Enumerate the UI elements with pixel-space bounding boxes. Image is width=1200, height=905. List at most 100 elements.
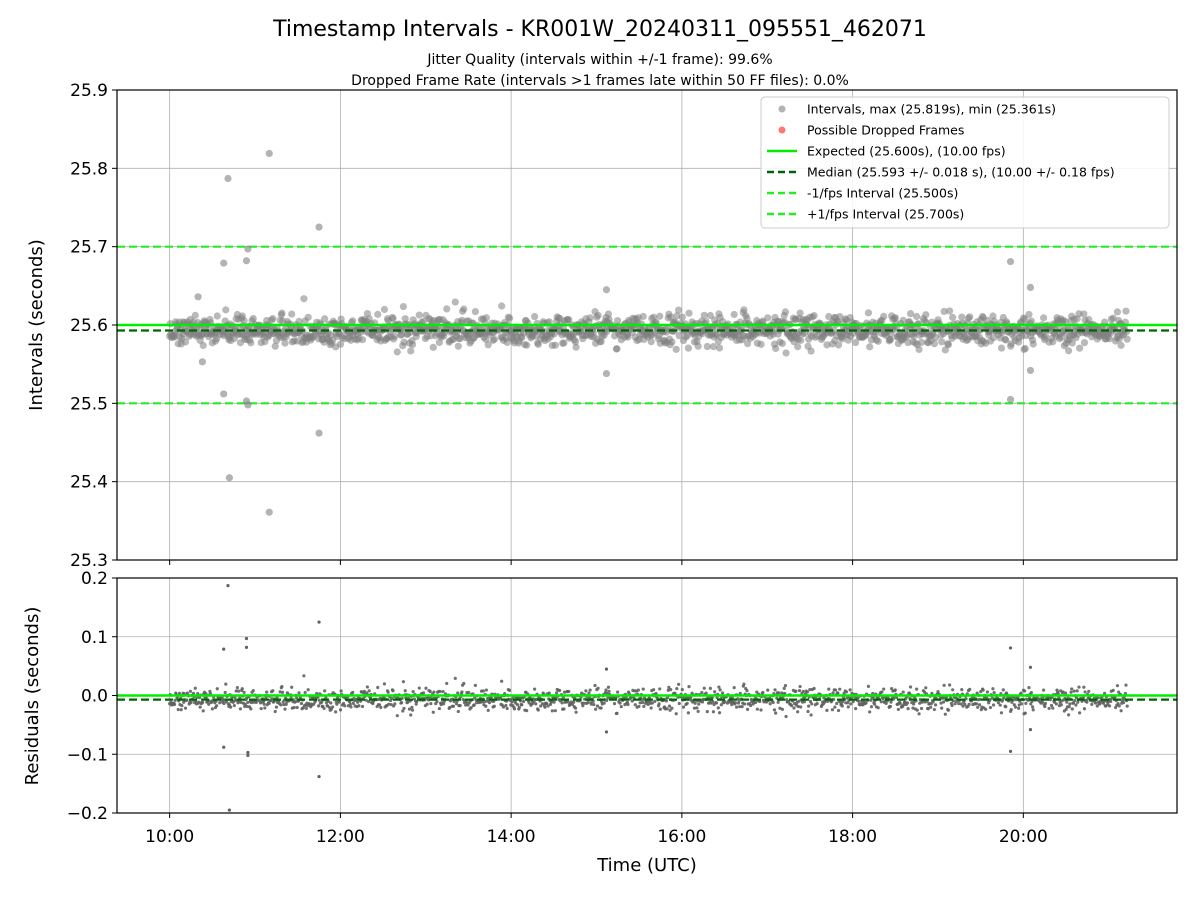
residual-point [505, 706, 509, 711]
residual-point [1077, 685, 1081, 689]
residual-point [299, 701, 304, 706]
residual-point [215, 704, 219, 708]
interval-point [891, 314, 899, 322]
interval-point [597, 338, 605, 346]
residual-point [399, 700, 404, 705]
residual-point [1020, 702, 1024, 706]
residual-point [593, 683, 597, 688]
top-panel-points [117, 149, 1177, 516]
residual-point [391, 689, 395, 693]
top-panel-y-label: Intervals (seconds) [26, 239, 47, 411]
interval-point [191, 311, 199, 319]
residual-point [270, 697, 274, 701]
residual-point [713, 690, 717, 694]
residual-point [612, 702, 617, 706]
residual-point [487, 701, 492, 705]
residual-point [239, 700, 243, 704]
interval-point [715, 344, 724, 352]
interval-point-outlier [244, 245, 252, 253]
residual-point [642, 704, 646, 708]
interval-point-outlier [602, 369, 611, 378]
residual-point [836, 691, 840, 695]
residual-point [546, 704, 550, 708]
residual-point [755, 707, 759, 711]
residual-point [941, 700, 946, 704]
residual-point [636, 688, 640, 692]
residual-point [545, 701, 549, 706]
interval-point [794, 343, 802, 351]
residual-point [1031, 705, 1035, 709]
residual-point [869, 705, 874, 709]
residual-point [456, 709, 460, 714]
residual-point [808, 688, 812, 692]
residual-point [848, 688, 852, 692]
residual-point [251, 689, 255, 693]
y-tick-label: 25.9 [70, 81, 108, 101]
residual-point [851, 700, 855, 704]
interval-point-outlier [194, 293, 202, 301]
y-tick-label: 0.1 [81, 628, 108, 648]
residual-point [198, 705, 202, 709]
residual-point [605, 698, 609, 703]
residual-point [773, 688, 777, 692]
residual-point [894, 695, 899, 700]
residual-point [881, 697, 885, 701]
interval-point [757, 340, 765, 348]
interval-point [1049, 338, 1057, 346]
residual-point [242, 690, 246, 694]
residual-point [417, 686, 421, 690]
residual-point [329, 701, 333, 705]
residual-point [808, 699, 813, 704]
residual-point [1023, 711, 1027, 715]
residual-point [745, 707, 750, 711]
residual-point [401, 680, 405, 684]
residual-point [789, 703, 794, 708]
interval-point [966, 313, 974, 321]
residual-point [811, 696, 816, 700]
residual-point [338, 708, 343, 712]
residual-point [849, 702, 853, 706]
y-tick-label: 0.0 [81, 687, 108, 707]
interval-point [673, 312, 681, 320]
residual-point [1098, 702, 1102, 706]
interval-point [913, 312, 921, 321]
residual-point [1051, 706, 1055, 710]
residual-point [1087, 689, 1091, 693]
residual-point [758, 699, 762, 704]
legend-marker-dropped [778, 126, 786, 134]
residual-point [978, 697, 982, 701]
residual-point [991, 703, 996, 707]
residual-point [798, 684, 802, 689]
residual-point [976, 705, 980, 709]
residual-point [515, 703, 520, 707]
residual-point [697, 702, 701, 706]
residual-point [940, 706, 944, 710]
residual-point [224, 682, 228, 686]
residual-point [367, 689, 371, 693]
residual-point [984, 707, 988, 711]
residual-point [1029, 702, 1033, 706]
residual-point [968, 687, 972, 691]
residual-point [771, 700, 775, 705]
residual-point [890, 687, 894, 691]
interval-point [915, 345, 923, 354]
interval-point [906, 310, 915, 318]
residual-point [295, 705, 299, 710]
residual-point [868, 710, 872, 714]
residual-point [668, 708, 672, 712]
interval-point [1021, 344, 1029, 353]
residual-point [948, 683, 952, 687]
interval-point [572, 343, 580, 351]
interval-point [249, 314, 257, 323]
residual-point [801, 689, 805, 694]
interval-point [170, 333, 179, 341]
residual-point [462, 681, 466, 686]
residual-point [215, 687, 219, 691]
residual-point [1103, 691, 1107, 695]
residual-point [304, 706, 308, 711]
residual-point [664, 699, 669, 703]
residual-point [172, 702, 177, 706]
residual-point [303, 690, 307, 695]
residual-point [292, 705, 296, 710]
residual-point [898, 701, 902, 705]
